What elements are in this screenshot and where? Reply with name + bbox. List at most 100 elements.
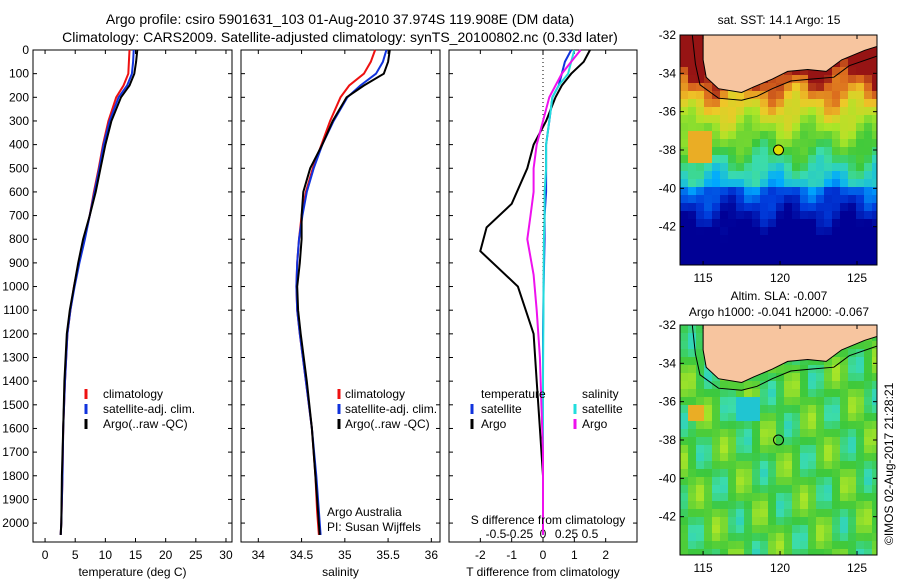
map-cell	[872, 501, 877, 509]
map-cell	[736, 147, 744, 155]
map-cell	[752, 91, 760, 99]
map-cell	[800, 445, 808, 453]
map-cell	[808, 405, 816, 413]
map-cell	[720, 445, 728, 453]
map-cell	[712, 469, 720, 477]
map-cell	[704, 163, 712, 171]
map-cell	[872, 365, 877, 373]
map-cell	[712, 203, 720, 211]
map-cell	[808, 517, 816, 525]
map-cell	[800, 187, 808, 195]
map-cell	[816, 211, 824, 219]
map-cell	[680, 243, 688, 251]
map-cell	[744, 429, 752, 437]
map-cell	[760, 485, 768, 493]
map-cell	[848, 525, 856, 533]
map-cell	[760, 373, 768, 381]
map-cell	[800, 123, 808, 131]
map-cell	[832, 91, 840, 99]
map-cell	[728, 469, 736, 477]
map-cell	[784, 171, 792, 179]
map-cell	[704, 91, 712, 99]
map-cell	[872, 99, 877, 107]
map-cell	[680, 219, 688, 227]
map-cell	[728, 453, 736, 461]
y-tick-label: -38	[659, 433, 677, 447]
map-cell	[848, 123, 856, 131]
map-cell	[744, 405, 752, 413]
map-cell	[704, 107, 712, 115]
map-cell	[696, 429, 704, 437]
map-cell	[760, 413, 768, 421]
map-cell	[760, 155, 768, 163]
y-tick-label: -40	[659, 181, 677, 195]
map-cell	[832, 485, 840, 493]
legend-label: climatology	[103, 387, 163, 401]
map-cell	[824, 357, 832, 365]
map-cell	[744, 99, 752, 107]
map-cell	[720, 123, 728, 131]
map-cell	[776, 397, 784, 405]
map-cell	[872, 91, 877, 99]
map-cell	[736, 259, 744, 265]
map-cell	[768, 163, 776, 171]
map-cell	[776, 453, 784, 461]
map-cell	[840, 115, 848, 123]
map-cell	[696, 437, 704, 445]
map-cell	[856, 405, 864, 413]
map-cell	[800, 139, 808, 147]
map-cell	[872, 381, 877, 389]
map-cell	[696, 179, 704, 187]
map-cell	[792, 123, 800, 131]
map-cell	[704, 83, 712, 91]
map-cell	[720, 187, 728, 195]
map-cell	[816, 203, 824, 211]
map-cell	[824, 373, 832, 381]
map-cell	[784, 477, 792, 485]
map-cell	[712, 243, 720, 251]
map-cell	[824, 219, 832, 227]
map-cell	[760, 211, 768, 219]
map-cell	[712, 389, 720, 397]
map-cell	[816, 541, 824, 549]
map-cell	[784, 373, 792, 381]
map-cell	[728, 243, 736, 251]
map-cell	[776, 107, 784, 115]
map-cell	[864, 259, 872, 265]
map-cell	[680, 107, 688, 115]
map-cell	[864, 171, 872, 179]
map-cell	[872, 437, 877, 445]
map-cell	[784, 139, 792, 147]
map-cell	[864, 203, 872, 211]
map-cell	[728, 251, 736, 259]
map-cell	[704, 373, 712, 381]
map-cell	[848, 251, 856, 259]
map-cell	[840, 139, 848, 147]
map-cell	[680, 83, 688, 91]
map-cell	[848, 509, 856, 517]
map-cell	[776, 155, 784, 163]
map-cell	[840, 469, 848, 477]
map-cell	[816, 437, 824, 445]
map-cell	[784, 437, 792, 445]
map-cell	[808, 533, 816, 541]
map-cell	[688, 429, 696, 437]
map-cell	[808, 123, 816, 131]
map-cell	[864, 437, 872, 445]
map-cell	[696, 147, 704, 155]
map-cell	[824, 461, 832, 469]
map-cell	[744, 163, 752, 171]
map-cell	[720, 211, 728, 219]
map-cell	[808, 259, 816, 265]
imos-stamp: ©IMOS 02-Aug-2017 21:28:21	[882, 382, 896, 545]
land-mass	[702, 325, 877, 384]
map-cell	[728, 421, 736, 429]
map-cell	[688, 469, 696, 477]
map-cell	[848, 365, 856, 373]
map-cell	[704, 525, 712, 533]
map-cell	[760, 493, 768, 501]
map-cell	[688, 509, 696, 517]
map-cell	[760, 163, 768, 171]
map-cell	[856, 477, 864, 485]
